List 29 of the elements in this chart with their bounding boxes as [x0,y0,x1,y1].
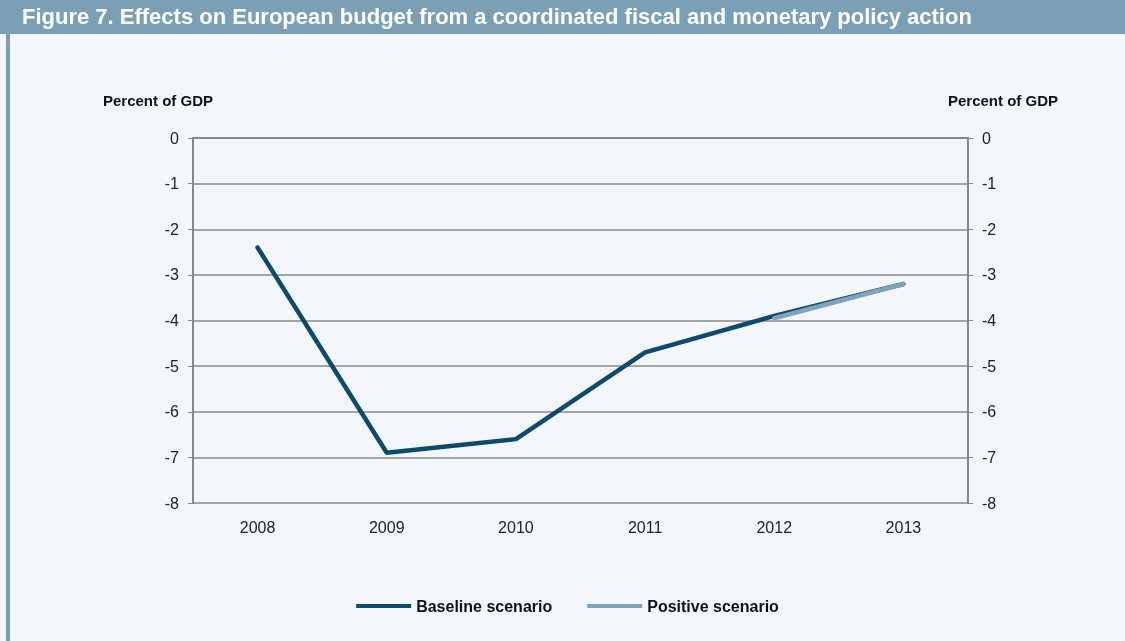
x-tick-label: 2009 [368,518,405,536]
y2-tick-label: -2 [982,220,997,238]
legend-label: Positive scenario [647,597,780,615]
chart-title: Figure 7. Effects on European budget from a coordinated fiscal and monetary policy action [0,0,1125,34]
y-tick-label: -4 [164,312,180,329]
x-tick-label: 2011 [627,518,663,536]
y2-tick-label: -6 [982,403,997,421]
y2-tick-label: -3 [982,266,997,284]
x-tick-label: 2008 [239,518,276,536]
y2-axis-title: Percent of GDP [948,92,1059,109]
y-tick-label: -5 [164,357,180,375]
y-tick-label: -6 [164,403,180,421]
y2-tick-label: -8 [982,494,997,512]
y-tick-label: -7 [164,448,180,466]
y-tick-label: -8 [164,494,180,512]
y2-tick-label: -5 [982,357,997,375]
y-tick-label: -3 [164,266,180,284]
y2-tick-label: 0 [982,129,991,147]
y-tick-label: -1 [164,175,180,193]
y2-tick-label: -4 [982,312,997,329]
x-tick-label: 2013 [885,518,922,536]
y2-tick-label: -7 [982,448,997,466]
y-tick-label: 0 [170,129,180,147]
y2-tick-label: -1 [982,175,997,193]
x-tick-label: 2010 [498,518,534,536]
x-tick-label: 2012 [756,518,793,536]
y-tick-label: -2 [164,220,180,238]
legend-label: Baseline scenario [416,597,553,615]
y-axis-title: Percent of GDP [102,92,213,109]
